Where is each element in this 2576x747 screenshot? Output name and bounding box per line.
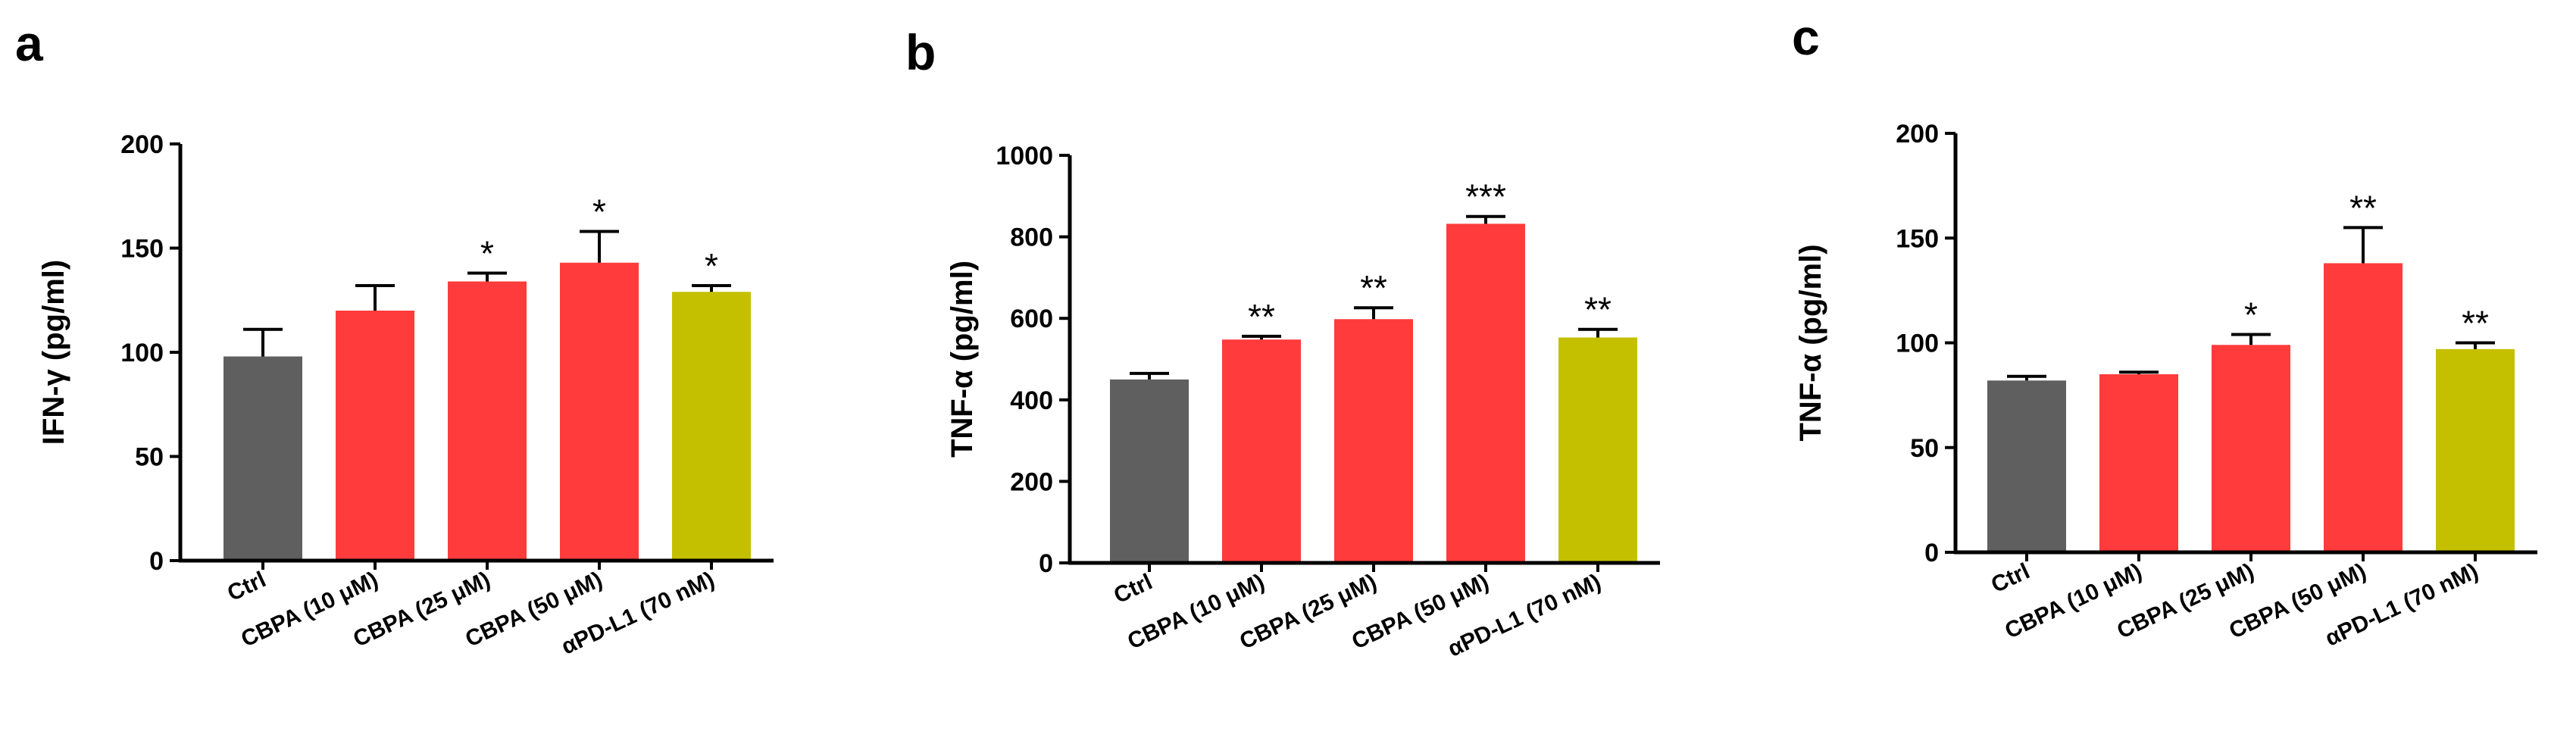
significance-marker: ** bbox=[1360, 268, 1387, 308]
y-tick-label: 150 bbox=[1896, 224, 1939, 253]
y-tick-label: 0 bbox=[149, 547, 164, 576]
bar bbox=[224, 356, 302, 561]
y-tick-label: 200 bbox=[1896, 120, 1939, 148]
bar bbox=[560, 262, 639, 561]
y-tick-label: 50 bbox=[135, 443, 164, 472]
y-axis-label: IFN-γ (pg/ml) bbox=[37, 260, 70, 445]
y-tick-label: 600 bbox=[1010, 305, 1053, 333]
y-tick-label: 1000 bbox=[996, 142, 1053, 170]
bar bbox=[672, 292, 751, 561]
y-tick-label: 150 bbox=[120, 235, 164, 264]
y-axis-label: TNF-α (pg/ml) bbox=[946, 261, 979, 458]
significance-marker: ** bbox=[2349, 188, 2377, 227]
y-tick-label: 50 bbox=[1910, 434, 1939, 463]
significance-marker: ** bbox=[1584, 290, 1612, 330]
bar bbox=[1558, 337, 1637, 563]
significance-marker: *** bbox=[1465, 177, 1506, 217]
x-tick-label: Ctrl bbox=[224, 567, 270, 606]
panel-letter: c bbox=[1792, 9, 1820, 65]
x-tick-label: Ctrl bbox=[1987, 558, 2034, 598]
significance-marker: ** bbox=[2462, 304, 2489, 343]
panel-letter: b bbox=[905, 24, 936, 80]
y-axis-label: TNF-α (pg/ml) bbox=[1794, 244, 1827, 441]
bar bbox=[1446, 223, 1525, 563]
bar bbox=[1110, 379, 1189, 563]
y-tick-label: 400 bbox=[1010, 386, 1053, 415]
bar bbox=[336, 311, 414, 561]
y-tick-label: 800 bbox=[1010, 223, 1053, 252]
y-tick-label: 0 bbox=[1039, 549, 1053, 578]
y-tick-label: 0 bbox=[1924, 539, 1939, 567]
bar bbox=[1222, 339, 1301, 563]
bar bbox=[1987, 380, 2066, 552]
significance-marker: * bbox=[705, 246, 718, 286]
bar bbox=[2212, 345, 2290, 552]
significance-marker: * bbox=[480, 234, 494, 273]
bar bbox=[2436, 348, 2515, 552]
bar bbox=[2099, 374, 2178, 552]
significance-marker: * bbox=[592, 192, 606, 232]
significance-marker: ** bbox=[1248, 297, 1275, 336]
bar bbox=[448, 281, 527, 561]
significance-marker: * bbox=[2244, 295, 2258, 334]
y-tick-label: 200 bbox=[120, 130, 164, 159]
y-tick-label: 200 bbox=[1010, 467, 1053, 496]
bar bbox=[2324, 263, 2402, 552]
x-tick-label: Ctrl bbox=[1110, 569, 1156, 608]
y-tick-label: 100 bbox=[120, 339, 164, 367]
bar bbox=[1334, 319, 1413, 563]
panel-letter: a bbox=[15, 15, 44, 71]
y-tick-label: 100 bbox=[1896, 330, 1939, 358]
